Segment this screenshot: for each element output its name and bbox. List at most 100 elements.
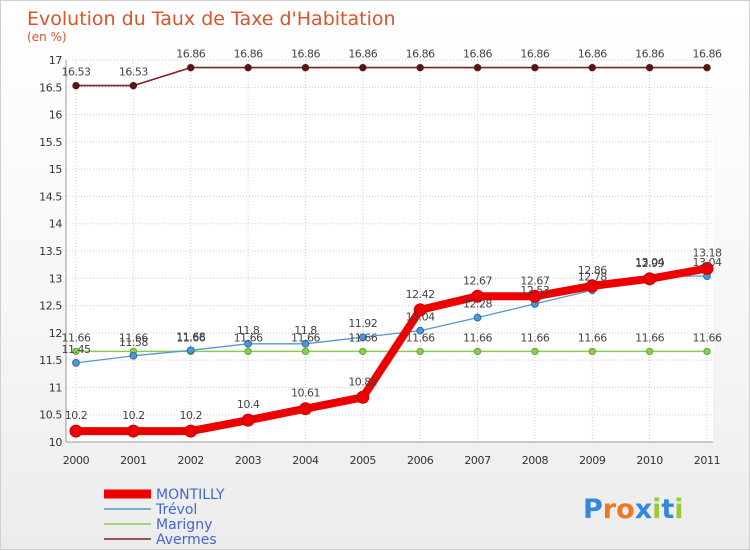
data-point-montilly: [356, 390, 370, 404]
y-tick-label: 12.5: [39, 300, 62, 313]
data-label-avermes: 16.86: [176, 48, 205, 61]
logo-letter: o: [616, 494, 635, 525]
legend-label-avermes: Avermes: [156, 532, 217, 548]
data-point-montilly: [643, 272, 657, 286]
data-point-trevol: [301, 339, 310, 348]
logo-wordmark: Proxiti: [583, 494, 684, 525]
y-tick-label: 15: [49, 163, 63, 176]
axis-layer: 10 10.5 11 11.5 12 12.5 13 13.5 14 14.5 15 15.5 16 16…: [39, 54, 721, 467]
proxiti-logo: Proxiti: [583, 494, 684, 525]
x-tick-label: 2011: [694, 454, 720, 467]
data-label-montilly: 12.67: [463, 274, 492, 287]
data-label-trevol: 11.8: [294, 324, 317, 337]
y-tick-label: 11: [49, 381, 62, 394]
data-label-avermes: 16.86: [578, 48, 607, 61]
y-tick-label: 13: [49, 272, 63, 285]
data-label-marigny: 11.66: [348, 331, 377, 344]
x-tick-label: 2008: [522, 454, 549, 467]
data-label-marigny: 11.66: [234, 331, 263, 344]
data-label-avermes: 16.86: [348, 48, 377, 61]
y-tick-label: 13.5: [39, 245, 62, 258]
data-point-avermes: [187, 63, 195, 72]
data-point-marigny: [301, 347, 310, 356]
data-point-avermes: [588, 63, 596, 72]
data-point-trevol: [473, 313, 482, 322]
data-label-montilly: 12.42: [406, 288, 435, 301]
data-point-montilly: [126, 424, 140, 438]
data-label-montilly: 10.2: [65, 409, 88, 422]
data-point-marigny: [72, 347, 80, 356]
y-tick-label: 14: [49, 218, 63, 231]
logo-letter: t: [661, 494, 674, 525]
data-label-avermes: 16.86: [463, 48, 492, 61]
data-label-trevol: 11.58: [119, 336, 148, 349]
x-tick-label: 2000: [63, 454, 90, 467]
logo-letter: i: [674, 494, 683, 525]
data-label-avermes: 16.86: [406, 48, 435, 61]
series-layer: [69, 63, 714, 438]
data-point-marigny: [703, 347, 711, 356]
y-tick-label: 11.5: [39, 354, 62, 367]
logo-letter: x: [635, 494, 652, 525]
x-tick-label: 2007: [464, 454, 491, 467]
data-point-marigny: [473, 347, 482, 356]
data-label-trevol: 11.92: [348, 317, 377, 330]
data-point-montilly: [471, 289, 485, 303]
data-label-montilly: 10.2: [122, 409, 145, 422]
chart-title: Evolution du Taux de Taxe d'Habitation: [27, 8, 396, 30]
data-label-montilly: 10.2: [179, 409, 202, 422]
y-tick-label: 12: [49, 327, 62, 340]
data-point-marigny: [588, 347, 596, 356]
data-point-montilly: [528, 289, 542, 303]
data-label-trevol: 12.28: [463, 298, 492, 311]
legend-label-trevol: Trévol: [155, 502, 197, 518]
data-label-marigny: 11.66: [520, 331, 549, 344]
data-label-montilly: 12.67: [520, 274, 549, 287]
data-point-trevol: [186, 346, 195, 355]
data-point-trevol: [358, 333, 367, 342]
x-tick-label: 2009: [579, 454, 606, 467]
data-label-marigny: 11.66: [463, 331, 492, 344]
data-point-marigny: [645, 347, 654, 356]
x-tick-label: 2005: [350, 454, 377, 467]
logo-letter: i: [652, 494, 661, 525]
data-point-trevol: [72, 358, 80, 367]
data-label-trevol: 12.53: [520, 284, 549, 297]
data-point-avermes: [645, 63, 654, 72]
data-label-trevol: 12.04: [406, 311, 435, 324]
data-label-avermes: 16.86: [693, 48, 722, 61]
data-point-avermes: [72, 81, 80, 90]
y-tick-label: 14.5: [39, 190, 62, 203]
data-label-montilly: 10.82: [348, 375, 377, 388]
data-label-avermes: 16.53: [62, 66, 91, 79]
x-tick-label: 2003: [235, 454, 262, 467]
x-tick-label: 2006: [407, 454, 434, 467]
data-point-avermes: [473, 63, 482, 72]
data-label-marigny: 11.66: [578, 331, 607, 344]
data-label-marigny: 11.66: [119, 331, 148, 344]
y-tick-label: 15.5: [39, 136, 62, 149]
data-label-montilly: 10.61: [291, 387, 320, 400]
logo-letter: r: [603, 494, 617, 525]
data-point-avermes: [301, 63, 310, 72]
data-label-avermes: 16.53: [119, 66, 148, 79]
y-axis-unit: (en %): [27, 30, 67, 44]
data-label-montilly: 13.18: [693, 246, 722, 259]
data-point-trevol: [416, 326, 425, 335]
x-tick-label: 2010: [636, 454, 663, 467]
data-point-montilly: [298, 402, 312, 416]
data-label-marigny: 11.66: [291, 331, 320, 344]
data-point-montilly: [241, 413, 255, 427]
data-point-montilly: [585, 279, 599, 293]
series-line-avermes: [75, 66, 708, 87]
x-tick-label: 2002: [178, 454, 204, 467]
data-point-avermes: [703, 63, 711, 72]
data-point-marigny: [416, 347, 424, 356]
data-point-avermes: [416, 63, 424, 72]
data-point-avermes: [244, 63, 252, 72]
data-label-marigny: 11.66: [693, 331, 722, 344]
data-point-trevol: [129, 351, 138, 360]
